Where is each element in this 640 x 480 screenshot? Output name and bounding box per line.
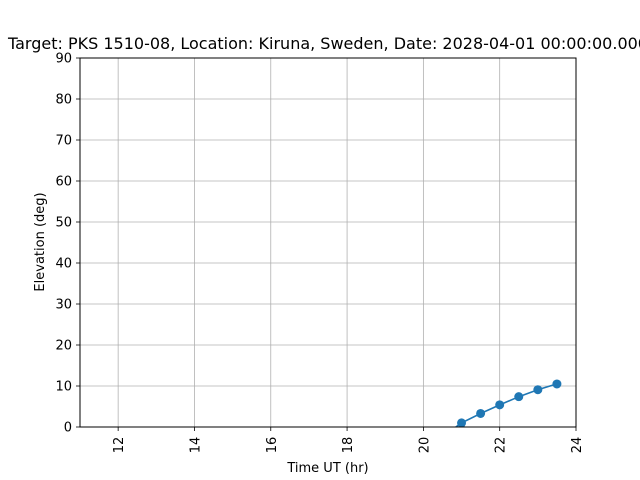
plot-frame [79, 57, 577, 428]
y-tick-label: 0 [64, 421, 72, 436]
y-tick-label: 40 [55, 257, 72, 272]
y-tick-label: 20 [55, 339, 72, 354]
data-point [495, 400, 505, 410]
y-tick-label: 80 [55, 93, 72, 108]
y-tick-label: 60 [55, 175, 72, 190]
y-tick-label: 10 [55, 380, 72, 395]
chart-title: Target: PKS 1510-08, Location: Kiruna, S… [7, 34, 640, 53]
y-tick-label: 50 [55, 216, 72, 231]
x-tick-label: 14 [188, 437, 203, 454]
x-tick-label: 18 [341, 437, 356, 454]
y-tick-label: 90 [55, 52, 72, 67]
data-point [476, 408, 486, 418]
x-tick-label: 24 [570, 437, 585, 454]
y-axis-ticks: 0 10 20 30 40 50 60 70 80 90 [55, 52, 80, 436]
y-tick-label: 70 [55, 134, 72, 149]
data-point [533, 385, 543, 395]
data-point [457, 418, 467, 428]
x-tick-label: 22 [494, 437, 509, 454]
data-point [552, 379, 562, 389]
x-tick-label: 12 [112, 437, 127, 454]
y-axis-label: Elevation (deg) [33, 192, 48, 291]
x-tick-label: 16 [265, 437, 280, 454]
data-point [514, 392, 524, 402]
series-layer [455, 379, 562, 428]
x-tick-label: 20 [417, 437, 432, 454]
y-tick-label: 30 [55, 298, 72, 313]
x-axis-ticks: 12 14 16 18 20 22 24 [112, 427, 585, 453]
x-axis-label: Time UT (hr) [286, 461, 368, 476]
